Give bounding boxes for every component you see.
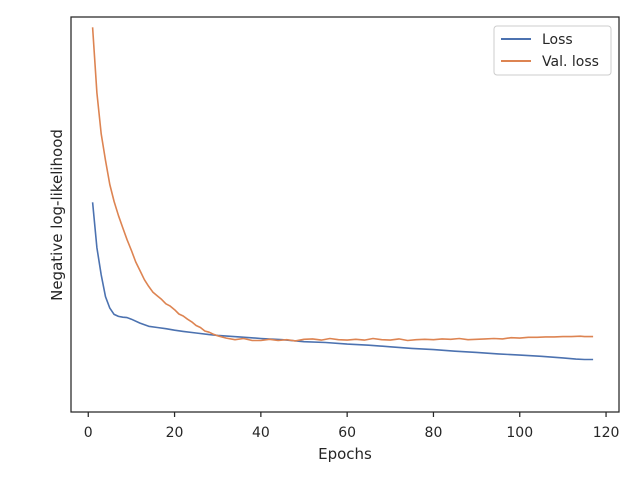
y-axis-label: Negative log-likelihood [48, 129, 66, 301]
x-axis-ticks: 0 20 40 60 80 100 120 [84, 412, 620, 441]
series-line-loss [91, 202, 594, 361]
legend: Loss Val. loss [493, 25, 612, 76]
x-tick-label: 120 [593, 425, 620, 441]
series-lines [91, 27, 594, 361]
x-tick-label: 40 [252, 425, 270, 441]
x-tick-label: 20 [166, 425, 184, 441]
x-tick-label: 100 [506, 425, 533, 441]
legend-label-loss: Loss [542, 32, 573, 48]
plot-area [70, 16, 620, 413]
x-tick-label: 0 [84, 425, 93, 441]
x-tick-label: 60 [338, 425, 356, 441]
series-line-val-loss [91, 27, 594, 342]
legend-label-val-loss: Val. loss [542, 54, 599, 70]
x-axis-label: Epochs [318, 445, 372, 463]
x-tick-label: 80 [425, 425, 443, 441]
